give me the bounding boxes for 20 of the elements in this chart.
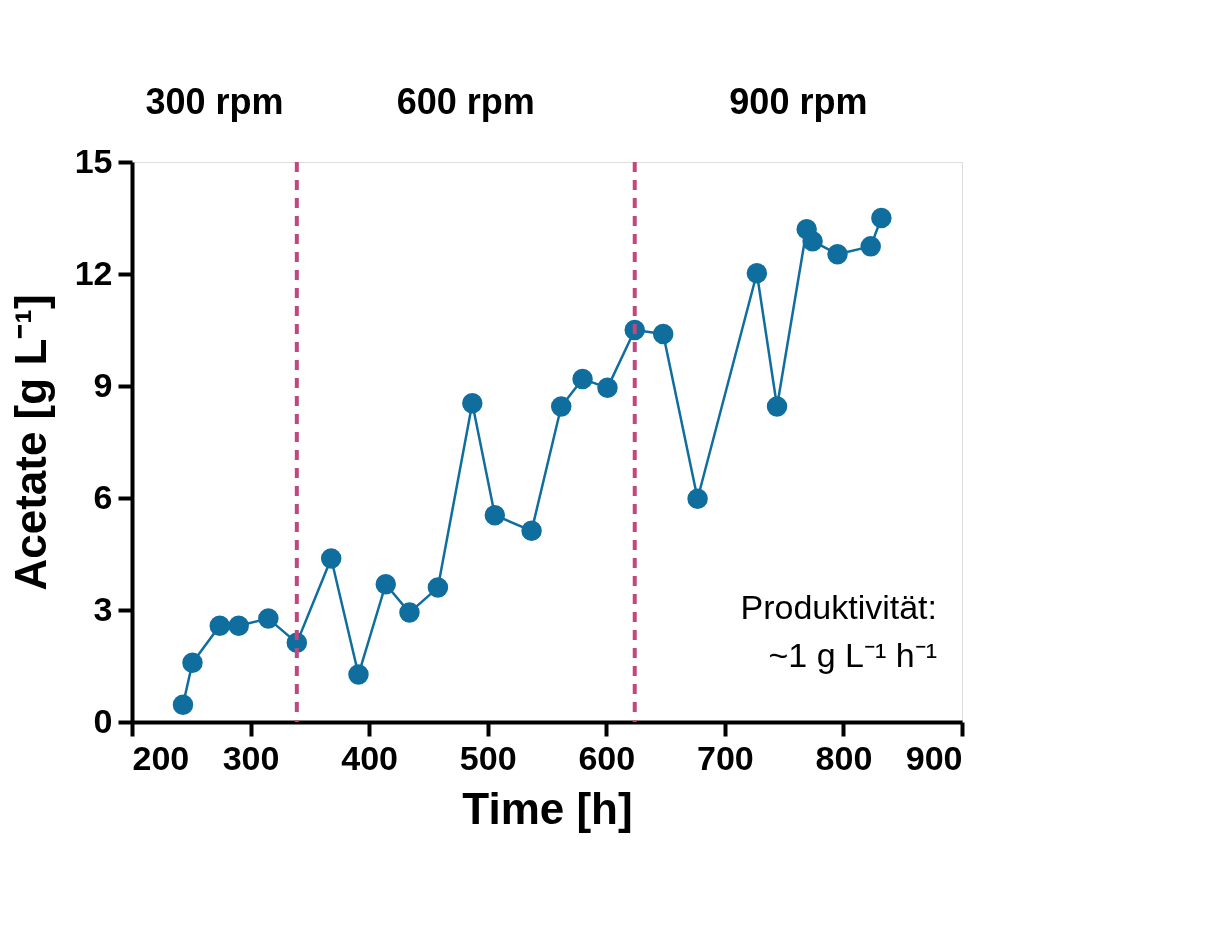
x-tick-label: 900 [905, 738, 963, 777]
text: 300 rpm [145, 81, 284, 122]
y-tick-label: 3 [93, 589, 113, 628]
x-tick-label: 700 [696, 738, 754, 777]
x-tick-label: 800 [815, 738, 873, 777]
y-tick-label: 9 [93, 365, 113, 404]
y-axis-title: Acetate [g L⁻¹] [5, 294, 55, 591]
x-tick-label: 600 [578, 738, 636, 777]
y-tick-label: 12 [74, 253, 113, 292]
y-tick-label: 15 [74, 141, 113, 180]
text: 600 rpm [396, 81, 535, 122]
annotation: Produktivität: ~1 g L⁻¹ h⁻¹ [740, 588, 937, 674]
x-tick-label: 400 [341, 738, 399, 777]
x-tick-label: 200 [132, 738, 190, 777]
x-tick-label: 500 [459, 738, 517, 777]
x-tick-label: 300 [222, 738, 280, 777]
y-tick-label: 0 [93, 701, 113, 740]
text: 900 rpm [729, 81, 868, 122]
x-axis-title: Time [h] [462, 783, 633, 833]
y-tick-label: 6 [93, 477, 113, 516]
